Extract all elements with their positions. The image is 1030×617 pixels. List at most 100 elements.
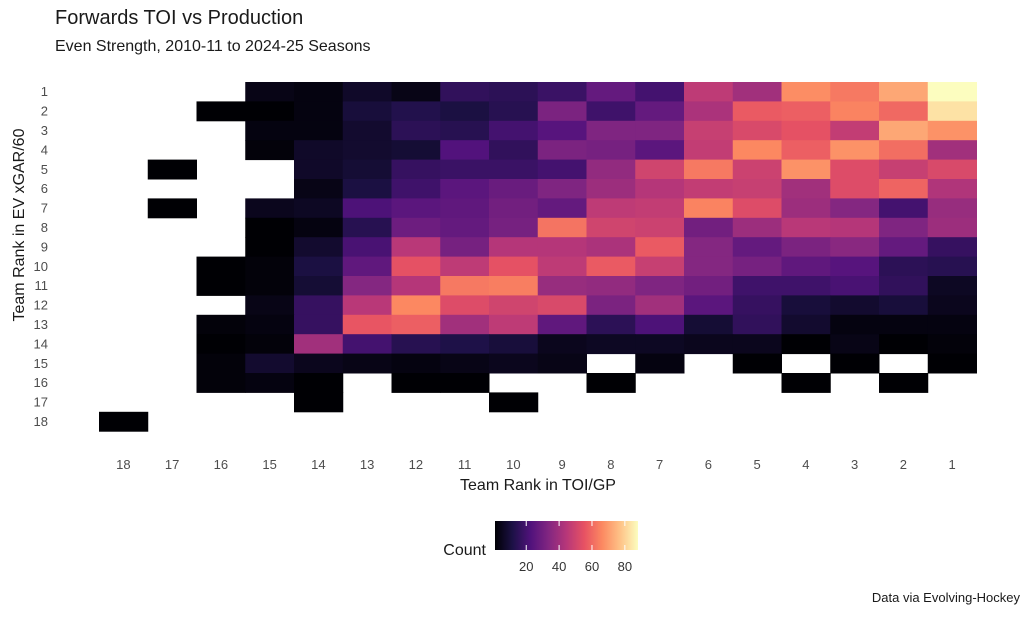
heatmap-cell [635,140,685,161]
heatmap-cell [537,295,587,316]
heatmap-cell [879,314,929,335]
heatmap-cell [99,411,149,432]
heatmap-cell [294,392,344,413]
heatmap-cell [245,237,295,258]
heatmap-cell [586,295,636,316]
heatmap-cell [147,198,197,219]
x-tick-label: 7 [656,457,663,472]
heatmap-cell [391,217,441,238]
heatmap-cell [635,120,685,141]
y-tick-label: 7 [41,201,48,216]
heatmap-cell [879,217,929,238]
heatmap-cell [294,334,344,355]
heatmap-cell [732,314,782,335]
x-tick-label: 5 [754,457,761,472]
heatmap-cell [440,159,490,180]
heatmap-cell [732,82,782,102]
legend-title: Count [443,542,486,559]
heatmap-cell [342,140,392,161]
heatmap-cell [586,140,636,161]
heatmap-cell [684,217,734,238]
heatmap-cell [245,276,295,296]
heatmap-cell [879,198,929,219]
heatmap-cell [684,198,734,219]
heatmap-cell [342,334,392,355]
heatmap-cell [294,276,344,296]
heatmap-cell [684,314,734,335]
heatmap-cell [245,82,295,102]
heatmap-cell [927,237,977,258]
heatmap-cell [489,140,539,161]
heatmap-cell [440,373,490,393]
heatmap-cell [684,159,734,180]
heatmap-cell [342,314,392,335]
x-tick-label: 16 [214,457,228,472]
x-tick-label: 4 [802,457,809,472]
heatmap-cell [537,101,587,122]
heatmap-cell [635,353,685,374]
heatmap-cell [342,82,392,102]
heatmap-cell [586,159,636,180]
heatmap-cell [196,101,246,122]
heatmap-cell [635,237,685,258]
heatmap-cell [294,140,344,161]
heatmap-cell [294,120,344,141]
heatmap-cells [99,82,977,432]
heatmap-cell [489,120,539,141]
heatmap-cell [830,217,880,238]
heatmap-cell [196,256,246,277]
heatmap-cell [586,314,636,335]
heatmap-cell [245,314,295,335]
heatmap-cell [440,120,490,141]
heatmap-cell [927,295,977,316]
heatmap-cell [342,179,392,199]
heatmap-cell [830,198,880,219]
heatmap-cell [927,198,977,219]
heatmap-cell [781,82,831,102]
heatmap-cell [830,237,880,258]
heatmap-cell [245,373,295,393]
heatmap-cell [391,140,441,161]
x-axis-ticks: 18 17 16 15 14 13 12 11 10 9 8 7 6 5 4 3 2 1 [116,457,956,472]
heatmap-cell [732,120,782,141]
heatmap-cell [635,179,685,199]
heatmap-cell [684,237,734,258]
heatmap-cell [586,82,636,102]
heatmap-cell [732,334,782,355]
heatmap-cell [294,256,344,277]
heatmap-cell [781,237,831,258]
heatmap-cell [489,82,539,102]
x-tick-label: 8 [607,457,614,472]
heatmap-cell [830,353,880,374]
heatmap-cell [635,334,685,355]
color-legend: Count 20 40 60 80 [443,521,638,574]
x-tick-label: 6 [705,457,712,472]
y-tick-label: 3 [41,123,48,138]
heatmap-cell [489,392,539,413]
heatmap-cell [635,295,685,316]
heatmap-cell [537,198,587,219]
heatmap-cell [830,256,880,277]
heatmap-cell [294,295,344,316]
heatmap-cell [294,353,344,374]
y-tick-label: 18 [34,414,48,429]
heatmap-cell [440,295,490,316]
heatmap-cell [830,295,880,316]
x-tick-label: 10 [506,457,520,472]
legend-tick-label: 80 [618,559,632,574]
heatmap-cell [927,276,977,296]
heatmap-cell [489,198,539,219]
heatmap-cell [537,217,587,238]
heatmap-cell [489,179,539,199]
heatmap-cell [440,140,490,161]
y-tick-label: 12 [34,298,48,313]
legend-tick-label: 40 [552,559,566,574]
heatmap-cell [294,179,344,199]
y-tick-label: 6 [41,181,48,196]
legend-ticks: 20 40 60 80 [519,521,632,574]
heatmap-cell [294,159,344,180]
heatmap-cell [635,256,685,277]
y-tick-label: 5 [41,162,48,177]
heatmap-cell [537,314,587,335]
heatmap-cell [537,179,587,199]
